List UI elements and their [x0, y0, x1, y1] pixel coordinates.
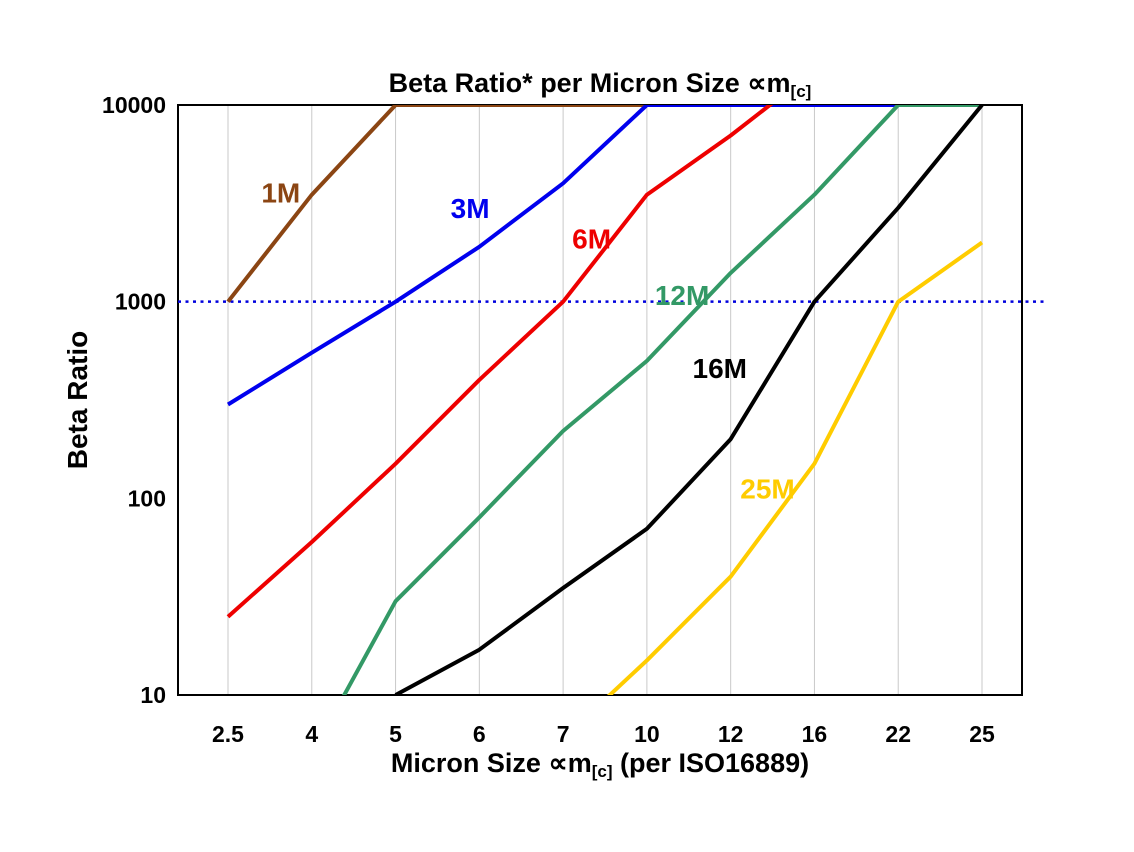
- series-line-25M: [606, 240, 984, 695]
- x-tick-label: 12: [718, 721, 744, 747]
- x-axis-title-suffix: (per ISO16889): [612, 748, 810, 778]
- x-axis-title: Micron Size ∝m[c] (per ISO16889): [178, 748, 1022, 782]
- y-tick-label: 10000: [102, 92, 166, 118]
- chart-title-subscript: [c]: [790, 82, 812, 101]
- x-tick-label: 7: [557, 721, 570, 747]
- x-tick-label: 22: [885, 721, 911, 747]
- series-line-16M: [394, 105, 984, 695]
- x-axis-title-text: Micron Size ∝m: [390, 748, 592, 778]
- series-label-25M: 25M: [740, 474, 794, 505]
- series-label-3M: 3M: [451, 193, 490, 224]
- series-line-3M: [226, 105, 982, 407]
- series-line-1M: [226, 105, 982, 303]
- series-line-6M: [226, 105, 774, 619]
- x-tick-label: 25: [969, 721, 995, 747]
- x-tick-label: 16: [802, 721, 828, 747]
- x-tick-label: 6: [473, 721, 486, 747]
- x-tick-label: 10: [634, 721, 660, 747]
- y-tick-label: 10: [140, 682, 166, 708]
- x-axis-title-subscript: [c]: [591, 762, 613, 781]
- x-tick-label: 5: [389, 721, 402, 747]
- series-label-1M: 1M: [261, 177, 300, 208]
- y-tick-label: 1000: [115, 289, 166, 315]
- series-label-12M: 12M: [655, 280, 709, 311]
- chart-title: Beta Ratio* per Micron Size ∝m[c]: [178, 68, 1022, 102]
- x-tick-label: 4: [305, 721, 318, 747]
- series-label-16M: 16M: [693, 353, 747, 384]
- x-tick-label: 2.5: [212, 721, 244, 747]
- y-axis-title: Beta Ratio: [62, 330, 93, 470]
- y-tick-label: 100: [128, 485, 166, 511]
- series-label-6M: 6M: [572, 223, 611, 254]
- chart-title-text: Beta Ratio* per Micron Size ∝m: [388, 68, 791, 98]
- series-line-12M: [341, 105, 982, 695]
